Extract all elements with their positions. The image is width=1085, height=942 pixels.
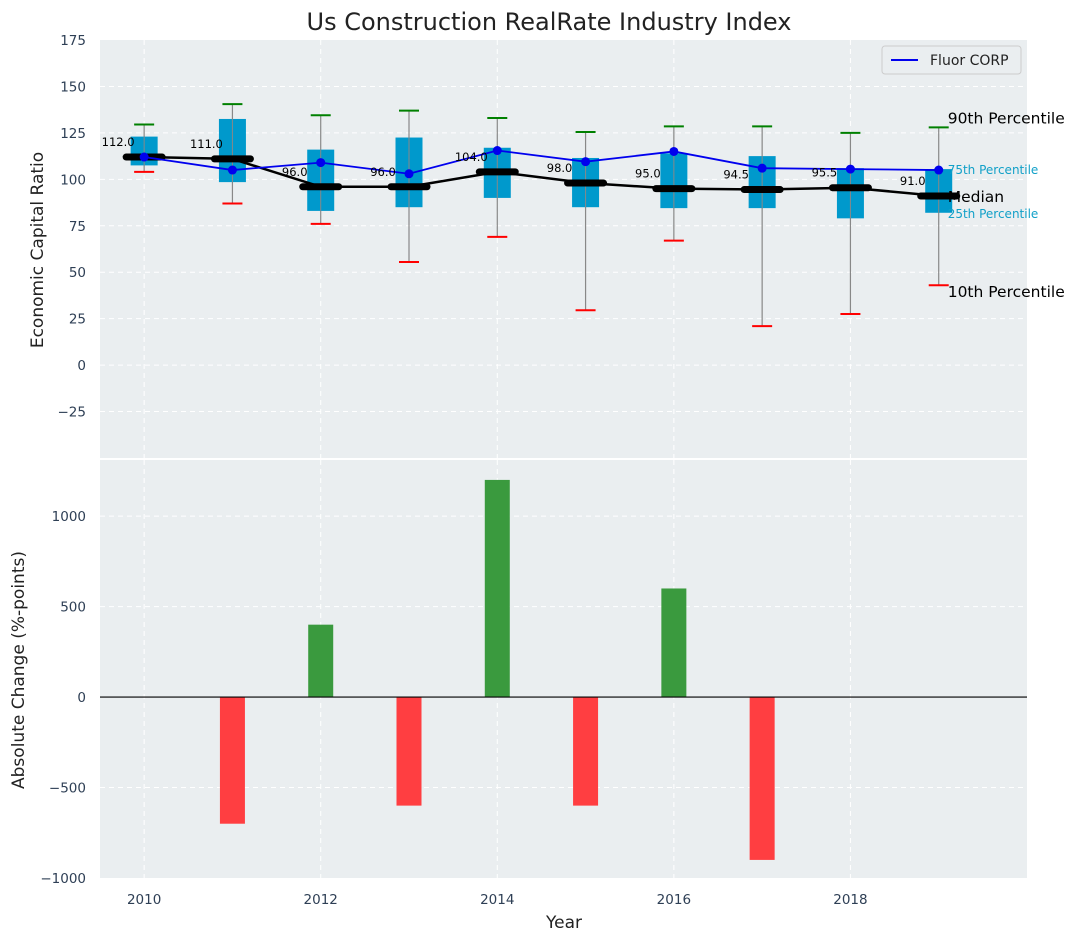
legend: Fluor CORP [881,45,1022,75]
x-tick-label: 2012 [304,892,338,908]
legend-box [881,45,1022,75]
percentile-annotation: 75th Percentile [948,163,1039,177]
median-value-label: 94.5 [723,168,749,182]
bottom-y-tick-label: −500 [49,781,86,797]
fluor-point [669,146,679,156]
median-value-label: 104.0 [455,150,488,164]
bottom-y-tick-label: 1000 [52,509,86,525]
fluor-point [934,165,944,175]
change-bar-2012 [308,624,334,698]
percentile-annotation: Median [948,188,1004,206]
percentile-annotation: 90th Percentile [948,109,1065,127]
bottom-plot-background [100,460,1027,878]
top-y-axis-label: Economic Capital Ratio [28,152,48,348]
legend-label-fluor: Fluor CORP [930,53,1009,69]
top-y-tick-label: 75 [69,219,86,235]
change-bar-2016 [661,588,687,698]
bottom-y-axis-label: Absolute Change (%-points) [9,551,29,789]
change-bar-2014 [484,479,510,698]
fluor-point [227,165,237,175]
box-2018 [836,131,864,316]
median-line [144,155,939,198]
x-tick-label: 2016 [657,892,691,908]
median-value-label: 91.0 [900,174,926,188]
top-plot-background [100,40,1027,458]
fluor-point [316,158,326,168]
median-value-label: 112.0 [102,135,135,149]
fluor-point [139,152,149,162]
top-y-tick-label: 25 [69,312,86,328]
percentile-annotation: 25th Percentile [948,207,1039,221]
median-value-label: 98.0 [547,161,573,175]
top-y-tick-label: 125 [60,126,86,142]
x-tick-label: 2018 [833,892,867,908]
percentile-annotation: 10th Percentile [948,283,1065,301]
top-y-tick-label: −25 [58,405,87,421]
fluor-point [845,164,855,174]
fluor-point [492,146,502,156]
median-value-label: 111.0 [190,137,223,151]
top-y-tick-label: 100 [60,172,86,188]
bottom-panel: −1000 −500 0 500 1000 2010 2012 2014 2016 2018 A… [9,460,1027,933]
x-tick-label: 2014 [480,892,514,908]
box-2016 [660,125,688,242]
x-axis-label: Year [545,913,582,933]
x-tick-label: 2010 [127,892,161,908]
fluor-point [757,163,767,173]
top-y-tick-label: 150 [60,79,86,95]
box-2019 [925,126,953,287]
median-value-label: 95.5 [812,166,838,180]
bottom-y-tick-label: −1000 [40,871,86,887]
fluor-line [144,149,939,175]
median-value-label: 95.0 [635,167,661,181]
median-value-label: 96.0 [282,165,308,179]
change-bar-2013 [396,697,422,806]
change-bar-2011 [219,697,245,824]
top-y-tick-label: 0 [77,358,86,374]
median-value-label: 96.0 [370,165,396,179]
top-y-tick-label: 175 [60,33,86,49]
fluor-point [404,169,414,179]
bottom-y-tick-label: 0 [77,690,86,706]
change-bar-2017 [749,697,775,860]
top-y-tick-label: 50 [69,265,86,281]
bottom-y-tick-label: 500 [60,600,86,616]
top-panel: −25 0 25 50 75 100 125 150 175 112.0 111.0 96.0 96.… [28,33,1065,458]
fluor-point [581,157,591,167]
chart-title: Us Construction RealRate Industry Index [307,8,792,36]
change-bar-2015 [573,697,599,806]
